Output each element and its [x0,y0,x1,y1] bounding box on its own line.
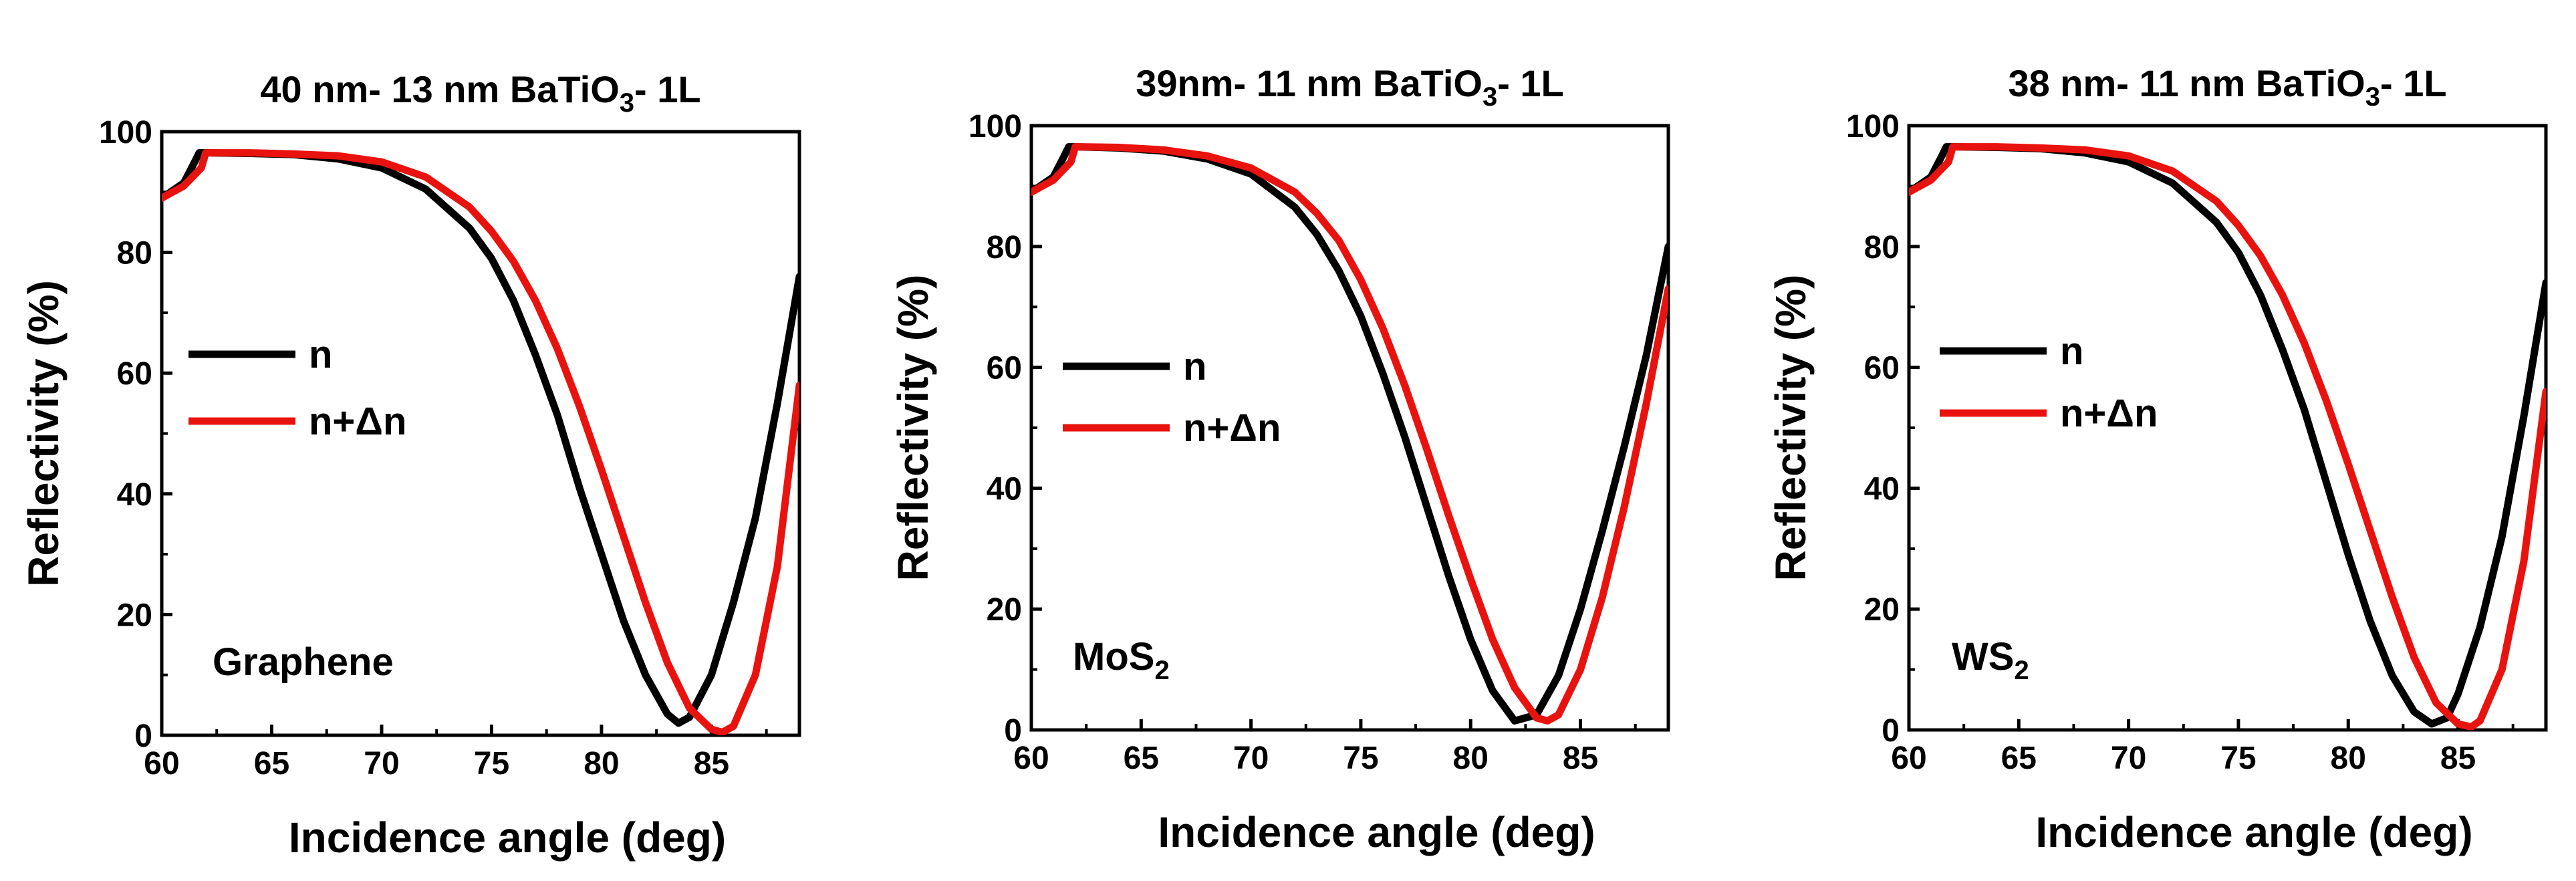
legend-label: n+Δn [309,400,406,443]
y-axis-label: Reflectivity (%) [1767,275,1815,582]
chart-title-subscript: 3 [1483,82,1497,112]
y-tick-label: 20 [987,592,1022,628]
y-tick-label: 100 [1846,109,1900,144]
legend-label: n+Δn [1183,406,1281,450]
y-tick-label: 100 [99,115,152,150]
x-tick-label: 60 [1891,741,1926,776]
series-line-n-plus-delta-n [1909,143,2546,730]
y-tick-label: 80 [1864,230,1900,265]
legend-label: n+Δn [2060,392,2158,435]
x-tick-label: 60 [1013,741,1049,776]
material-label: Graphene [213,640,394,684]
chart-title-main: 38 nm- 11 nm BaTiO [2008,62,2365,104]
chart-title-main: 39nm- 11 nm BaTiO [1136,62,1483,104]
x-tick-label: 80 [584,746,619,781]
legend-label: n [2060,330,2083,373]
chart-title-subscript: 3 [620,88,634,118]
y-tick-label: 40 [117,477,152,513]
y-tick-label: 20 [117,598,152,633]
y-tick-label: 80 [117,236,152,271]
chart-title-main: 40 nm- 13 nm BaTiO [260,68,619,110]
x-axis-label: Incidence angle (deg) [2035,808,2472,856]
chart-panel-2: 39nm- 11 nm BaTiO3- 1L 60 65 70 75 80 85 0 20 40 6… [889,62,1670,856]
material-name: WS [1952,635,2014,678]
material-label: MoS2 [1073,635,1170,685]
x-tick-label: 65 [1124,741,1159,776]
x-tick-label: 70 [1233,741,1269,776]
material-subscript: 2 [2014,656,2029,685]
legend: n n+Δn [1063,345,1281,450]
x-tick-label: 65 [2001,741,2037,776]
x-tick-label: 65 [254,746,289,781]
x-tick-label: 70 [364,746,399,781]
y-tick-label: 40 [1864,471,1900,507]
x-tick-label: 60 [144,746,179,781]
y-tick-label: 60 [987,351,1022,386]
x-tick-label: 75 [474,746,509,781]
x-axis-label: Incidence angle (deg) [1158,808,1595,856]
chart-panel-3: 38 nm- 11 nm BaTiO3- 1L 60 65 70 75 80 85 0 20 40… [1767,62,2548,856]
y-tick-label: 0 [1004,713,1022,749]
y-tick-label: 40 [987,471,1022,507]
y-tick-label: 60 [1864,351,1900,386]
y-tick-label: 0 [134,719,152,754]
y-axis-label: Reflectivity (%) [19,280,68,587]
x-tick-label: 85 [2440,741,2476,776]
chart-title: 40 nm- 13 nm BaTiO3- 1L [260,68,700,118]
material-label: WS2 [1952,635,2029,685]
y-tick-label: 80 [987,230,1022,265]
y-tick-label: 20 [1864,592,1900,628]
legend-label: n [309,333,332,376]
y-axis-label: Reflectivity (%) [889,275,937,582]
chart-title-suffix: - 1L [634,68,701,110]
series-line-n [162,149,799,727]
chart-panel-1: 40 nm- 13 nm BaTiO3- 1L 60 65 70 75 80 85 0 20 40… [19,68,801,862]
material-subscript: 2 [1154,656,1169,685]
chart-title: 38 nm- 11 nm BaTiO3- 1L [2008,62,2446,112]
x-tick-label: 80 [1453,741,1489,776]
series-line-n-plus-delta-n [162,149,799,735]
legend: n n+Δn [1940,330,2158,435]
legend: n n+Δn [188,333,406,443]
legend-label: n [1183,345,1206,388]
y-tick-label: 60 [117,356,152,392]
x-tick-label: 80 [2331,741,2366,776]
x-tick-label: 85 [1563,741,1598,776]
x-tick-label: 75 [2220,741,2256,776]
y-tick-label: 0 [1882,713,1900,749]
x-tick-label: 75 [1343,741,1378,776]
chart-title-subscript: 3 [2365,82,2380,112]
material-name: Graphene [213,640,394,684]
y-tick-label: 100 [969,109,1022,144]
material-name: MoS [1073,635,1154,678]
chart-title-suffix: - 1L [1497,62,1564,104]
x-tick-label: 70 [2111,741,2146,776]
x-tick-label: 85 [694,746,729,781]
x-axis-label: Incidence angle (deg) [289,813,726,862]
series-line-n-plus-delta-n [1031,143,1668,725]
chart-title-suffix: - 1L [2380,62,2447,104]
chart-title: 39nm- 11 nm BaTiO3- 1L [1136,62,1564,112]
